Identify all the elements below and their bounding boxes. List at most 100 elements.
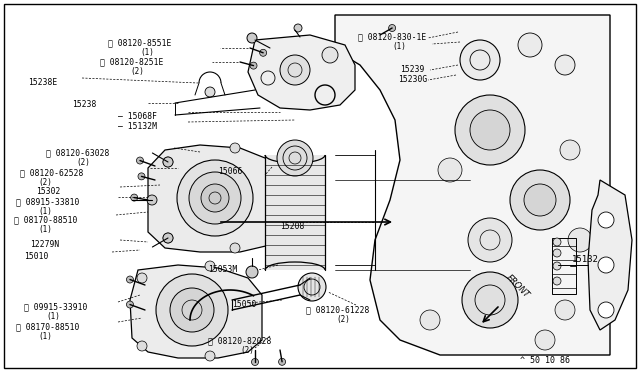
Circle shape (205, 87, 215, 97)
Circle shape (147, 195, 157, 205)
Circle shape (553, 262, 561, 270)
Circle shape (163, 157, 173, 167)
Circle shape (205, 261, 215, 271)
Text: (2): (2) (240, 346, 254, 355)
Circle shape (201, 184, 229, 212)
Circle shape (568, 228, 592, 252)
Circle shape (247, 33, 257, 43)
Circle shape (156, 274, 228, 346)
Text: Ⓑ 08120-61228: Ⓑ 08120-61228 (306, 305, 369, 314)
Circle shape (189, 172, 241, 224)
Text: Ⓑ 08120-8251E: Ⓑ 08120-8251E (100, 57, 163, 66)
Circle shape (598, 257, 614, 273)
Circle shape (388, 25, 396, 32)
Circle shape (518, 33, 542, 57)
Circle shape (524, 184, 556, 216)
Text: ^ 50 10 86: ^ 50 10 86 (520, 356, 570, 365)
Text: Ⓜ 08915-33810: Ⓜ 08915-33810 (16, 197, 79, 206)
Circle shape (294, 24, 302, 32)
Text: (1): (1) (38, 332, 52, 341)
Text: 15066: 15066 (218, 167, 243, 176)
Circle shape (136, 157, 143, 164)
Text: Ⓑ 08120-62528: Ⓑ 08120-62528 (20, 168, 83, 177)
Circle shape (555, 55, 575, 75)
Circle shape (455, 95, 525, 165)
Text: (1): (1) (38, 225, 52, 234)
Text: 15302: 15302 (36, 187, 60, 196)
Circle shape (131, 194, 138, 201)
Text: (2): (2) (336, 315, 350, 324)
Text: FRONT: FRONT (504, 273, 531, 300)
Circle shape (598, 302, 614, 318)
Text: Ⓑ 08170-88510: Ⓑ 08170-88510 (16, 322, 79, 331)
Text: 15238E: 15238E (28, 78, 57, 87)
Circle shape (127, 276, 134, 283)
Circle shape (260, 49, 267, 56)
Circle shape (205, 351, 215, 361)
Text: (1): (1) (46, 312, 60, 321)
Text: (1): (1) (38, 207, 52, 216)
Circle shape (510, 170, 570, 230)
Circle shape (250, 62, 257, 69)
Circle shape (278, 358, 285, 365)
Circle shape (163, 233, 173, 243)
Polygon shape (148, 145, 282, 252)
Circle shape (177, 160, 253, 236)
Circle shape (555, 300, 575, 320)
Polygon shape (588, 180, 632, 330)
Text: (2): (2) (76, 158, 90, 167)
Circle shape (163, 233, 173, 243)
Circle shape (280, 55, 310, 85)
Circle shape (137, 341, 147, 351)
Circle shape (535, 330, 555, 350)
Circle shape (560, 140, 580, 160)
Circle shape (598, 212, 614, 228)
Polygon shape (130, 265, 262, 358)
Circle shape (246, 266, 258, 278)
Circle shape (468, 218, 512, 262)
Text: 15230G: 15230G (398, 75, 428, 84)
Polygon shape (248, 35, 355, 110)
Circle shape (230, 143, 240, 153)
Circle shape (170, 288, 214, 332)
Circle shape (138, 173, 145, 180)
Text: 15053M: 15053M (208, 265, 237, 274)
Polygon shape (335, 15, 610, 355)
Circle shape (553, 277, 561, 285)
Circle shape (298, 273, 326, 301)
Text: 15132: 15132 (572, 255, 599, 264)
Text: 15238: 15238 (72, 100, 97, 109)
Text: 15239: 15239 (400, 65, 424, 74)
Text: — 15132M: — 15132M (118, 122, 157, 131)
Circle shape (420, 310, 440, 330)
Text: Ⓑ 08120-82028: Ⓑ 08120-82028 (208, 336, 271, 345)
Circle shape (322, 47, 338, 63)
Text: — 15068F: — 15068F (118, 112, 157, 121)
Text: (2): (2) (130, 67, 144, 76)
Circle shape (553, 238, 561, 246)
Circle shape (277, 140, 313, 176)
Text: 15050: 15050 (232, 300, 257, 309)
Text: 15208: 15208 (280, 222, 305, 231)
Circle shape (137, 273, 147, 283)
Text: Ⓜ 09915-33910: Ⓜ 09915-33910 (24, 302, 88, 311)
Text: 12279N: 12279N (30, 240, 60, 249)
Text: 15010: 15010 (24, 252, 49, 261)
Text: (2): (2) (38, 178, 52, 187)
Bar (552, 238, 576, 294)
Text: (1): (1) (140, 48, 154, 57)
Circle shape (553, 249, 561, 257)
Text: (1): (1) (392, 42, 406, 51)
Circle shape (438, 158, 462, 182)
Circle shape (230, 243, 240, 253)
Circle shape (470, 110, 510, 150)
Text: Ⓑ 08170-88510: Ⓑ 08170-88510 (14, 215, 77, 224)
Text: Ⓑ 08120-830-1E: Ⓑ 08120-830-1E (358, 32, 426, 41)
Text: Ⓑ 08120-8551E: Ⓑ 08120-8551E (108, 38, 172, 47)
Circle shape (462, 272, 518, 328)
Circle shape (127, 301, 134, 308)
Circle shape (252, 359, 259, 366)
Bar (265, 155, 325, 270)
Text: Ⓑ 08120-63028: Ⓑ 08120-63028 (46, 148, 109, 157)
Circle shape (163, 157, 173, 167)
